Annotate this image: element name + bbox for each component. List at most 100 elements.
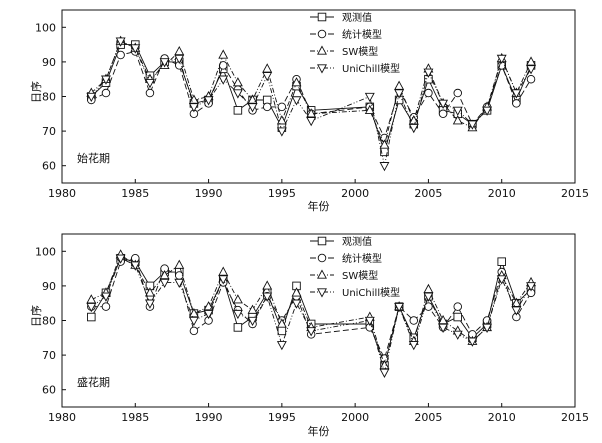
data-point — [364, 104, 375, 114]
legend-item: SW模型 — [310, 269, 378, 282]
data-point — [115, 254, 126, 264]
data-point — [497, 257, 506, 266]
series-3 — [86, 35, 536, 149]
data-point — [452, 330, 463, 340]
data-point — [482, 323, 493, 333]
data-point — [496, 54, 507, 64]
series-line — [90, 44, 532, 154]
series-4 — [86, 37, 536, 172]
data-point — [276, 318, 287, 328]
series-line — [91, 257, 532, 373]
data-point — [262, 72, 273, 82]
data-point — [364, 92, 375, 103]
y-tick-label: 60 — [42, 160, 56, 173]
data-point — [453, 302, 462, 311]
data-point — [379, 139, 390, 149]
data-point — [101, 88, 111, 98]
legend-marker — [317, 45, 327, 55]
x-axis-title: 年份 — [308, 199, 330, 213]
y-tick-label: 100 — [35, 21, 56, 34]
panel-label: 盛花期 — [77, 375, 110, 389]
data-point — [423, 283, 434, 294]
data-point — [291, 96, 302, 106]
data-point — [159, 58, 170, 68]
data-point — [247, 103, 258, 113]
legend-item: 观测值 — [310, 235, 372, 248]
data-point — [291, 287, 302, 297]
series-1 — [87, 253, 536, 370]
data-point — [394, 303, 405, 313]
data-point — [188, 316, 199, 327]
data-point — [276, 127, 287, 137]
y-tick-label: 70 — [42, 349, 56, 362]
legend-item: 观测值 — [310, 11, 372, 24]
legend-item: UniChill模型 — [310, 62, 400, 75]
y-axis-title: 日序 — [29, 81, 43, 103]
data-point — [203, 96, 214, 106]
data-point — [188, 308, 199, 318]
legend-label: 观测值 — [342, 235, 372, 248]
data-point — [203, 301, 214, 311]
x-tick-label: 2000 — [341, 411, 369, 424]
data-point — [262, 292, 273, 302]
data-point — [438, 314, 449, 325]
data-point — [526, 74, 536, 84]
series-1 — [87, 40, 536, 157]
data-point — [409, 316, 419, 325]
data-point — [145, 88, 155, 98]
data-point — [203, 309, 214, 320]
data-point — [277, 326, 287, 336]
data-point — [526, 282, 536, 292]
x-tick-label: 2015 — [561, 187, 589, 200]
legend-label: SW模型 — [342, 269, 378, 282]
data-point — [175, 271, 184, 280]
data-point — [247, 94, 258, 104]
data-point — [232, 77, 243, 87]
series-line — [91, 257, 532, 360]
legend-item: 统计模型 — [310, 28, 382, 41]
data-point — [512, 99, 521, 108]
x-tick-label: 1980 — [48, 411, 76, 424]
legend-marker — [317, 269, 327, 279]
data-point — [526, 65, 536, 75]
data-point — [408, 341, 419, 351]
data-point — [174, 278, 185, 288]
legend-marker — [317, 253, 327, 263]
data-point — [232, 89, 243, 99]
series-line — [91, 254, 532, 368]
data-point — [86, 294, 97, 304]
data-point — [232, 309, 243, 320]
data-point — [438, 109, 448, 119]
data-point — [276, 341, 287, 351]
chart-panel-1: 1980 1985 1990 1995 2000 2005 2010 2015 60 70 80 90… — [29, 9, 589, 213]
y-tick-label: 80 — [42, 315, 56, 328]
y-axis-title: 日序 — [29, 305, 43, 327]
data-point — [159, 278, 170, 288]
data-point — [262, 63, 273, 73]
data-point — [452, 106, 463, 116]
x-tick-label: 2015 — [561, 411, 589, 424]
legend-item: SW模型 — [310, 45, 378, 58]
data-point — [218, 275, 229, 285]
legend-marker — [317, 64, 327, 74]
data-point — [306, 108, 317, 118]
x-axis-title: 年份 — [308, 424, 330, 438]
y-tick-label: 100 — [35, 245, 56, 258]
series-line — [90, 40, 532, 166]
data-point — [262, 102, 272, 112]
data-point — [291, 299, 302, 309]
data-point — [174, 259, 185, 269]
data-point — [379, 162, 390, 172]
data-point — [174, 45, 185, 56]
legend-marker — [317, 12, 327, 22]
data-point — [115, 37, 126, 47]
data-point — [86, 92, 97, 103]
panel-label: 始花期 — [77, 151, 110, 165]
data-point — [144, 299, 155, 309]
x-tick-label: 1985 — [121, 187, 149, 200]
x-tick-label: 2010 — [488, 411, 516, 424]
data-point — [306, 327, 317, 337]
